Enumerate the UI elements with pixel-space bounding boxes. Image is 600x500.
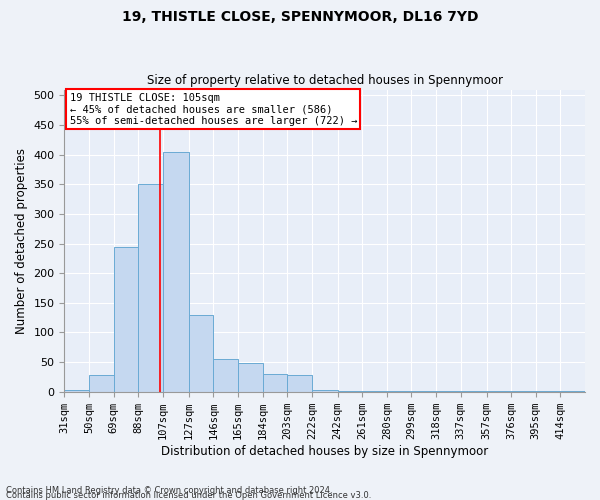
Bar [189,314,214,392]
Bar [238,364,263,392]
Bar [487,391,511,392]
Bar [412,390,436,392]
Bar [436,390,461,392]
Bar [387,390,412,392]
Bar [138,184,163,392]
Bar [89,375,113,392]
Y-axis label: Number of detached properties: Number of detached properties [15,148,28,334]
Bar [312,390,338,392]
X-axis label: Distribution of detached houses by size in Spennymoor: Distribution of detached houses by size … [161,444,488,458]
Bar [214,359,238,392]
Text: Contains public sector information licensed under the Open Government Licence v3: Contains public sector information licen… [6,491,371,500]
Bar [461,391,487,392]
Bar [263,374,287,392]
Bar [64,390,89,392]
Text: Contains HM Land Registry data © Crown copyright and database right 2024.: Contains HM Land Registry data © Crown c… [6,486,332,495]
Bar [560,391,585,392]
Text: 19 THISTLE CLOSE: 105sqm
← 45% of detached houses are smaller (586)
55% of semi-: 19 THISTLE CLOSE: 105sqm ← 45% of detach… [70,92,357,126]
Bar [113,246,138,392]
Title: Size of property relative to detached houses in Spennymoor: Size of property relative to detached ho… [147,74,503,87]
Bar [338,390,362,392]
Bar [163,152,189,392]
Bar [362,390,387,392]
Bar [287,375,312,392]
Text: 19, THISTLE CLOSE, SPENNYMOOR, DL16 7YD: 19, THISTLE CLOSE, SPENNYMOOR, DL16 7YD [122,10,478,24]
Bar [511,391,536,392]
Bar [536,391,560,392]
